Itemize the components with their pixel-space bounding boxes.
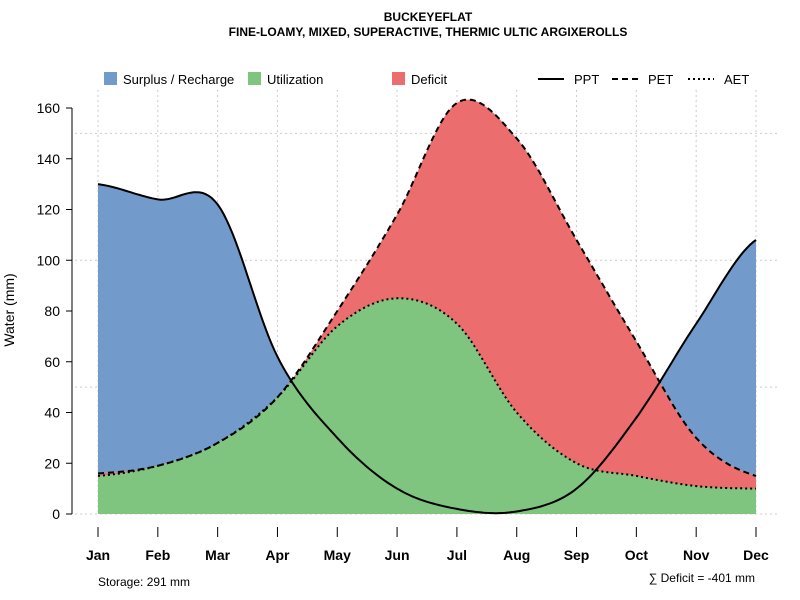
y-tick-label: 60: [44, 354, 60, 370]
x-tick-label: Nov: [683, 547, 710, 563]
lines: [97, 98, 757, 515]
x-tick-label: Jul: [447, 547, 467, 563]
legend: Surplus / Recharge Utilization Deficit PPT P…: [104, 72, 749, 87]
pet-line: [97, 98, 757, 477]
legend-label: Deficit: [411, 72, 448, 87]
legend-label: Surplus / Recharge: [123, 72, 234, 87]
axes: 0 20 40 60 80 100 120 140 160 Jan Feb Mar Apr May Jun J…: [37, 100, 769, 563]
legend-label: Utilization: [267, 72, 323, 87]
x-tick-label: Jun: [385, 547, 410, 563]
legend-swatch: [248, 72, 261, 85]
legend-swatch: [392, 72, 405, 85]
legend-label: PPT: [574, 72, 599, 87]
x-tick-label: Feb: [145, 547, 170, 563]
x-tick-label: Dec: [743, 547, 769, 563]
x-tick-label: Jan: [86, 547, 110, 563]
y-tick-label: 100: [37, 252, 61, 268]
y-tick-label: 80: [44, 303, 60, 319]
y-tick-label: 140: [37, 151, 61, 167]
x-tick-label: Apr: [265, 547, 290, 563]
y-tick-label: 20: [44, 455, 60, 471]
legend-swatch: [104, 72, 117, 85]
deficit-annotation: ∑ Deficit = -401 mm: [649, 571, 755, 585]
x-tick-label: Mar: [205, 547, 230, 563]
storage-annotation: Storage: 291 mm: [98, 575, 190, 589]
y-tick-label: 0: [52, 506, 60, 522]
surplus-area: [98, 99, 756, 476]
x-tick-label: May: [324, 547, 351, 563]
x-tick-label: Sep: [564, 547, 590, 563]
ppt-line: [97, 183, 757, 515]
legend-label: PET: [648, 72, 673, 87]
y-axis-label: Water (mm): [1, 273, 17, 346]
chart-title: BUCKEYEFLAT: [384, 10, 473, 24]
y-tick-label: 160: [37, 100, 61, 116]
x-tick-label: Oct: [625, 547, 649, 563]
y-tick-label: 40: [44, 405, 60, 421]
aet-line: [97, 297, 756, 490]
legend-label: AET: [724, 72, 749, 87]
utilization-area: [98, 298, 756, 514]
y-tick-label: 120: [37, 202, 61, 218]
chart-subtitle: FINE-LOAMY, MIXED, SUPERACTIVE, THERMIC …: [229, 25, 628, 39]
x-tick-label: Aug: [503, 547, 530, 563]
areas: [98, 99, 756, 514]
